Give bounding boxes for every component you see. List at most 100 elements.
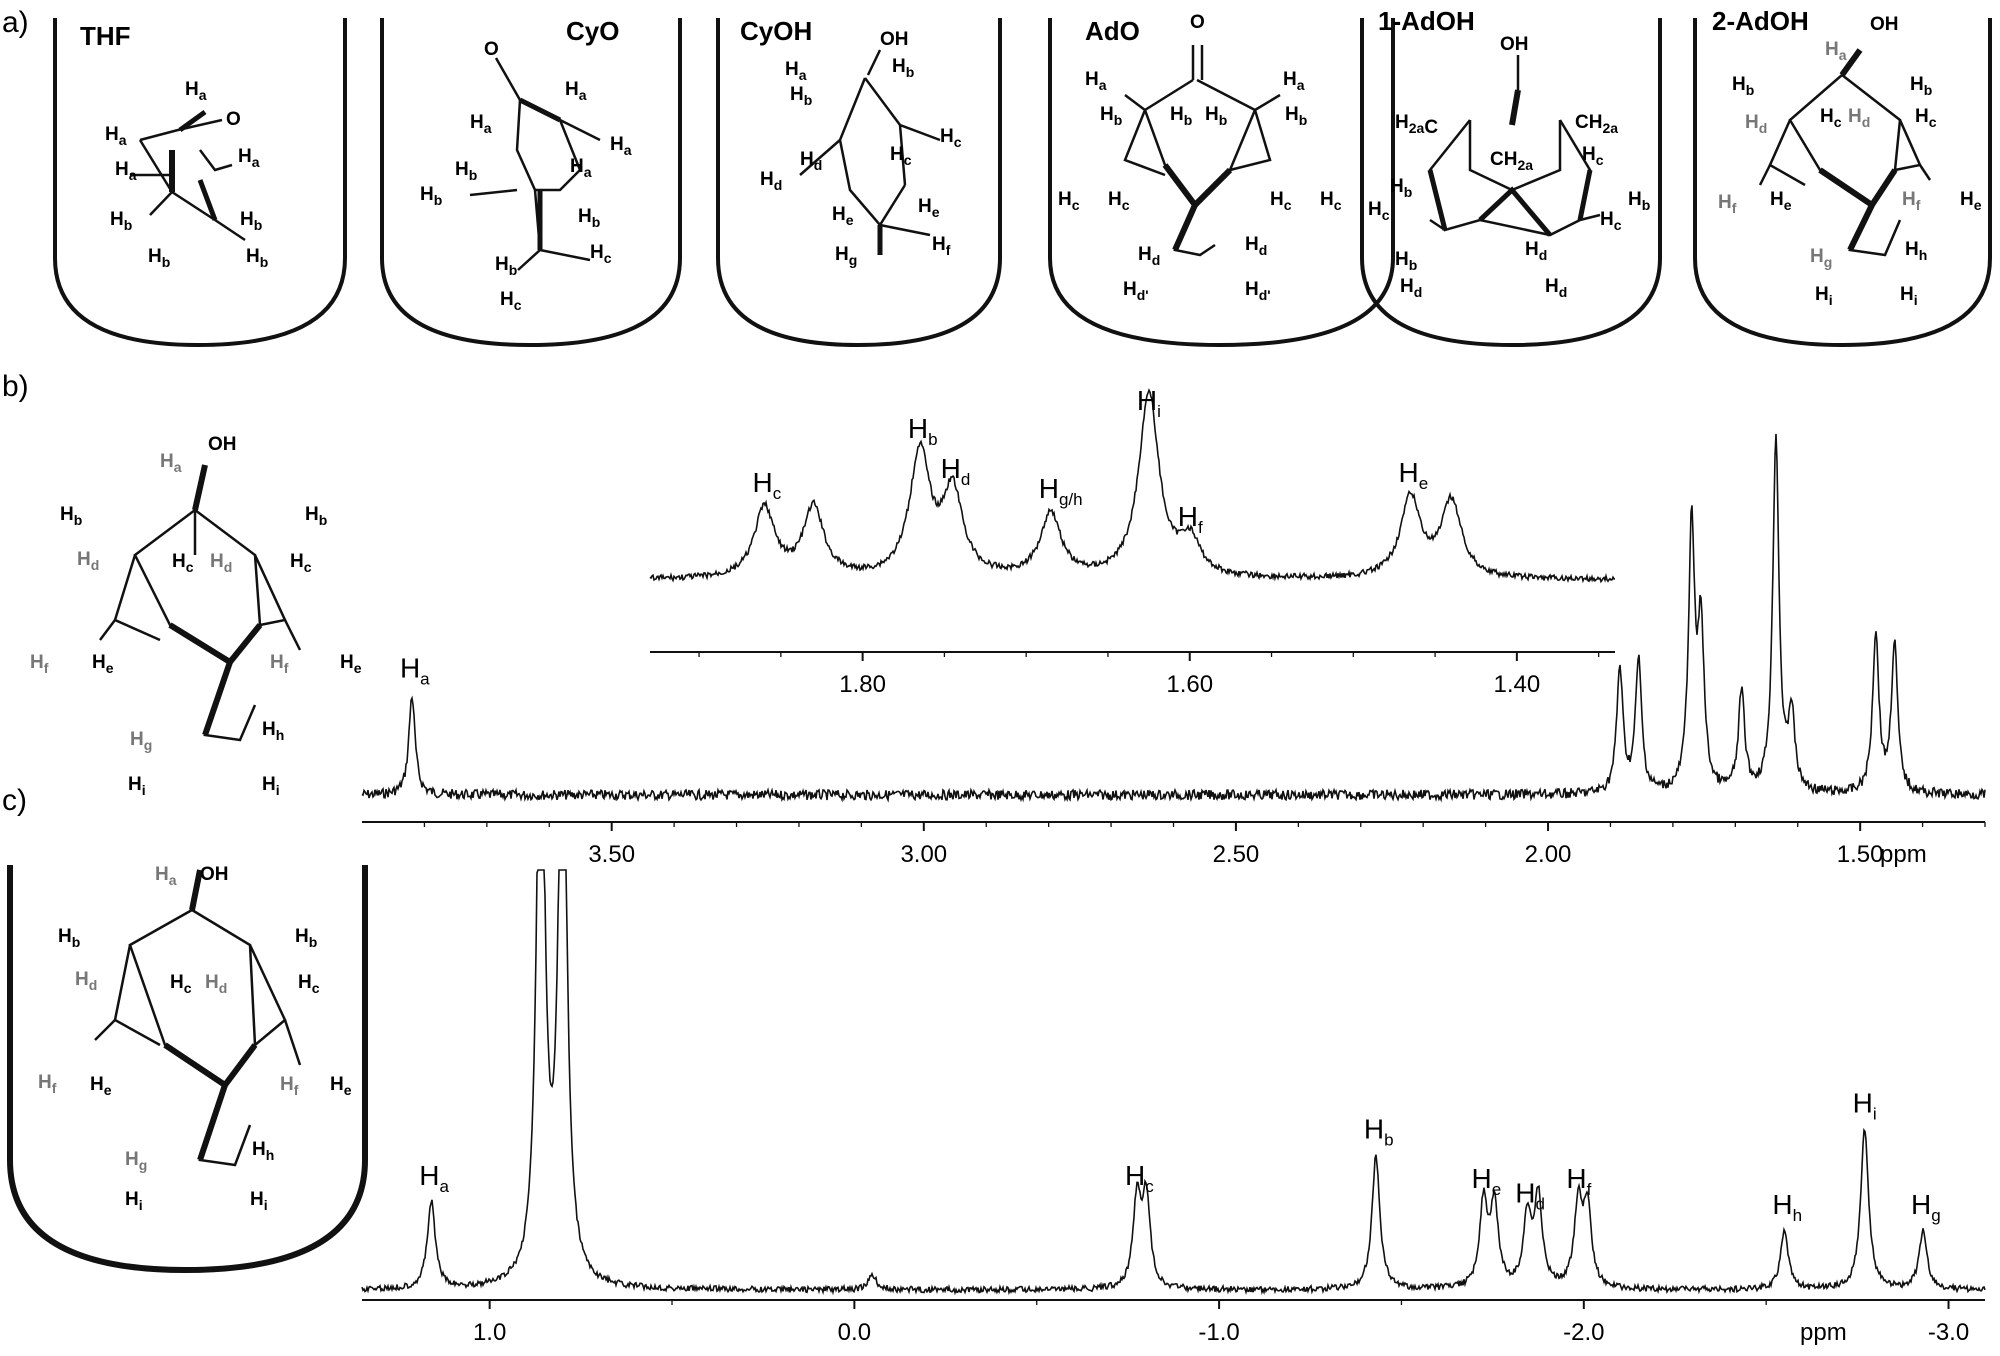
- svg-text:Ha: Ha: [610, 134, 632, 158]
- svg-text:Ha: Ha: [155, 864, 177, 888]
- svg-text:Ha: Ha: [185, 79, 207, 103]
- svg-text:He: He: [832, 204, 854, 228]
- structure-cyoh-labels: OH Ha Hb Hb Hc Hc Hd Hd He He Hf Hg: [760, 29, 962, 268]
- svg-text:Hc: Hc: [172, 551, 194, 575]
- svg-text:Hd: Hd: [800, 149, 822, 173]
- svg-text:Hb: Hb: [58, 926, 80, 950]
- svg-text:Hb: Hb: [295, 926, 317, 950]
- structure-thf: [130, 109, 246, 242]
- svg-text:Hc: Hc: [1108, 189, 1130, 213]
- cavity-outline-1adoh: [1360, 18, 1662, 348]
- svg-text:Ha: Ha: [785, 59, 807, 83]
- svg-text:Hb: Hb: [1910, 74, 1932, 98]
- svg-text:Hc: Hc: [1320, 189, 1342, 213]
- svg-text:O: O: [484, 39, 499, 60]
- molecule-title-cyoh: CyOH: [740, 16, 812, 46]
- panel-a-titles: THF CyO CyOH AdO 1-AdOH 2-AdOH: [80, 6, 1809, 51]
- structure-ado: [1123, 45, 1281, 257]
- x-axis-unit: ppm: [1800, 1319, 1847, 1346]
- svg-text:Hc: Hc: [1368, 199, 1390, 223]
- peak-label: Ha: [400, 653, 430, 689]
- x-tick-label: 0.0: [838, 1319, 871, 1346]
- svg-text:CH2a: CH2a: [1575, 112, 1618, 136]
- svg-text:Hc: Hc: [1270, 189, 1292, 213]
- svg-text:Hc: Hc: [940, 126, 962, 150]
- peak-label: Ha: [419, 1160, 449, 1196]
- svg-text:Hc: Hc: [170, 972, 192, 996]
- peak-label: Hd: [941, 453, 971, 489]
- x-tick-label: 1.60: [1166, 671, 1213, 698]
- svg-text:Ha: Ha: [470, 112, 492, 136]
- svg-text:OH: OH: [1870, 14, 1899, 35]
- svg-text:Hb: Hb: [420, 184, 442, 208]
- svg-text:Hd: Hd: [1138, 244, 1160, 268]
- svg-text:Hd: Hd: [1545, 276, 1567, 300]
- peak-label: Hb: [908, 413, 938, 449]
- svg-text:Hc: Hc: [500, 289, 522, 313]
- cavity-outline-ado: [1048, 18, 1395, 348]
- molecule-title-ado: AdO: [1085, 16, 1140, 46]
- svg-text:Ha: Ha: [1085, 69, 1107, 93]
- molecule-title-1adoh: 1-AdOH: [1378, 6, 1475, 36]
- svg-text:Hb: Hb: [790, 84, 812, 108]
- cavity-outline-thf: [53, 18, 347, 348]
- structure-ado-labels: O Ha Ha Hb Hb Hb Hb Hc Hc Hc Hc Hd Hd Hd…: [1058, 12, 1342, 303]
- svg-text:Hf: Hf: [38, 1072, 57, 1096]
- peak-label: Hi: [1137, 385, 1161, 421]
- svg-text:Hb: Hb: [1628, 189, 1650, 213]
- svg-text:Hi: Hi: [128, 774, 146, 798]
- svg-text:Hc: Hc: [1600, 209, 1622, 233]
- svg-text:He: He: [92, 652, 114, 676]
- peak-label: Hf: [1566, 1163, 1591, 1199]
- svg-text:Hc: Hc: [290, 551, 312, 575]
- x-tick-label: 1.40: [1494, 671, 1541, 698]
- svg-text:Hd: Hd: [1245, 234, 1267, 258]
- svg-text:Hb: Hb: [495, 254, 517, 278]
- cavity-outline-2adoh: [1693, 18, 1992, 348]
- svg-text:Hd': Hd': [1123, 279, 1149, 303]
- svg-text:Hd: Hd: [1400, 276, 1422, 300]
- svg-text:Hd': Hd': [1245, 279, 1271, 303]
- svg-text:Hd: Hd: [210, 551, 232, 575]
- molecule-title-thf: THF: [80, 21, 131, 51]
- svg-text:Hc: Hc: [1915, 106, 1937, 130]
- svg-text:He: He: [330, 1074, 352, 1098]
- svg-text:Hf: Hf: [270, 652, 289, 676]
- x-tick-label: -2.0: [1563, 1319, 1604, 1346]
- x-tick-label: -3.0: [1928, 1319, 1969, 1346]
- structure-2adoh-c-cavity: [7, 865, 368, 1274]
- svg-text:Hi: Hi: [262, 774, 280, 798]
- svg-text:Hb: Hb: [1390, 176, 1412, 200]
- svg-text:Ha: Ha: [115, 159, 137, 183]
- svg-text:Hf: Hf: [1718, 192, 1737, 216]
- svg-text:Ha: Ha: [1825, 39, 1847, 63]
- x-tick-label: 3.00: [900, 841, 947, 868]
- svg-text:Hf: Hf: [30, 652, 49, 676]
- structure-2adoh-c: [94, 869, 302, 1167]
- peak-label: Hg: [1911, 1189, 1941, 1225]
- svg-text:Hh: Hh: [1905, 239, 1927, 263]
- svg-text:Ha: Ha: [105, 124, 127, 148]
- svg-text:Hb: Hb: [892, 56, 914, 80]
- svg-text:He: He: [340, 652, 362, 676]
- peak-label: He: [1399, 457, 1429, 493]
- svg-text:He: He: [1770, 189, 1792, 213]
- svg-text:Hi: Hi: [1900, 284, 1918, 308]
- peak-label: Hg/h: [1039, 473, 1083, 509]
- svg-text:Hc: Hc: [1058, 189, 1080, 213]
- svg-text:Ha: Ha: [570, 156, 592, 180]
- svg-text:OH: OH: [880, 29, 909, 50]
- spectrum-trace: [361, 869, 1986, 1296]
- svg-text:Ha: Ha: [565, 79, 587, 103]
- svg-text:Hd: Hd: [1848, 106, 1870, 130]
- svg-text:Hb: Hb: [240, 209, 262, 233]
- spectrum-trace: [361, 433, 1986, 803]
- svg-text:Hb: Hb: [1395, 249, 1417, 273]
- structure-2adoh-a-labels: OH Ha Hb Hb Hd Hc Hd Hc Hf He Hf He Hg H…: [1718, 14, 1982, 308]
- svg-text:Hb: Hb: [1100, 104, 1122, 128]
- structure-2adoh-b-labels: OH Ha Hb Hb Hd Hc Hd Hc Hf He Hf He Hg H…: [30, 434, 362, 798]
- x-tick-label: 1.50: [1837, 841, 1884, 868]
- structure-2adoh-b: [99, 464, 302, 742]
